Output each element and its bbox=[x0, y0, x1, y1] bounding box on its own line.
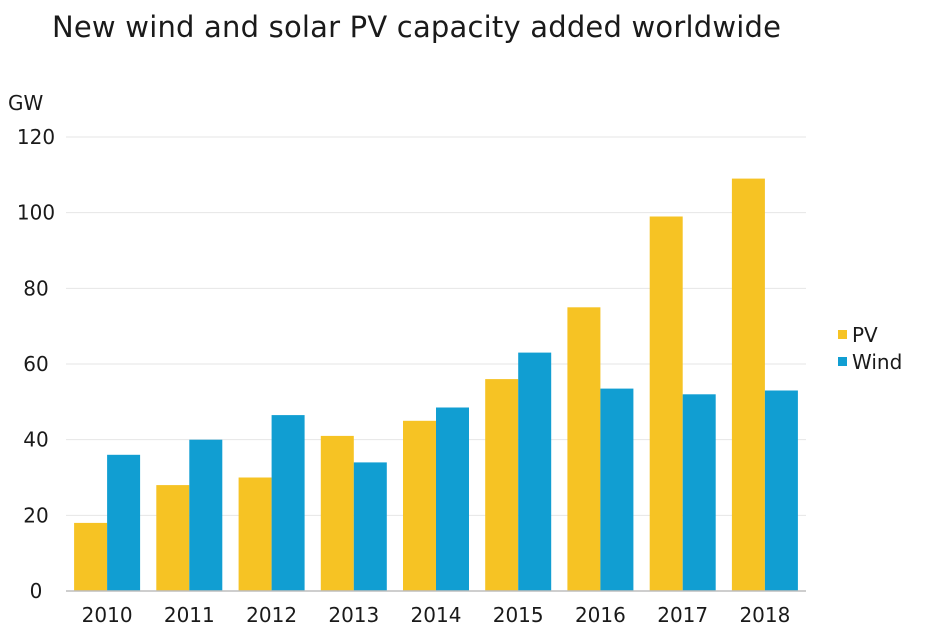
bar-wind-2011 bbox=[189, 439, 223, 591]
bar-pv-2014 bbox=[403, 420, 436, 592]
x-tick-label: 2017 bbox=[657, 603, 708, 626]
bar-wind-2010 bbox=[107, 454, 141, 591]
bar-wind-2012 bbox=[271, 415, 305, 591]
bar-wind-2013 bbox=[353, 462, 387, 591]
y-axis-ticks: 0 20 40 60 80 100 120 bbox=[17, 125, 55, 603]
y-tick-label: 60 bbox=[23, 352, 48, 376]
x-axis-ticks: 2010 2011 2012 2013 2014 2015 2016 2017 2018 bbox=[82, 603, 791, 626]
bar-pv-2010 bbox=[74, 522, 108, 591]
legend-swatch-wind bbox=[838, 357, 847, 366]
legend-label-pv: PV bbox=[852, 323, 878, 347]
x-tick-label: 2012 bbox=[246, 603, 297, 626]
legend-swatch-pv bbox=[838, 330, 847, 339]
bar-pv-2013 bbox=[320, 435, 354, 591]
x-tick-label: 2011 bbox=[164, 603, 215, 626]
x-tick-label: 2015 bbox=[493, 603, 544, 626]
bar-wind-2015 bbox=[518, 352, 552, 591]
bar-pv-2017 bbox=[649, 216, 683, 591]
bar-wind-2017 bbox=[682, 394, 716, 591]
bar-pv-2012 bbox=[238, 477, 272, 591]
bar-pv-2011 bbox=[156, 485, 190, 591]
y-axis-unit-label: GW bbox=[8, 91, 43, 115]
bar-pv-2016 bbox=[567, 307, 601, 592]
y-tick-label: 120 bbox=[17, 125, 55, 149]
legend-label-wind: Wind bbox=[852, 350, 902, 374]
bar-wind-2016 bbox=[600, 388, 634, 591]
x-tick-label: 2014 bbox=[411, 603, 462, 626]
bar-pv-2015 bbox=[485, 379, 519, 591]
bars bbox=[74, 178, 798, 592]
y-tick-label: 20 bbox=[23, 503, 48, 527]
x-tick-label: 2010 bbox=[82, 603, 133, 626]
bar-wind-2018 bbox=[764, 390, 798, 591]
x-tick-label: 2018 bbox=[739, 603, 790, 626]
y-tick-label: 0 bbox=[30, 579, 43, 603]
y-tick-label: 100 bbox=[17, 201, 55, 225]
x-tick-label: 2013 bbox=[328, 603, 379, 626]
legend: PV Wind bbox=[838, 323, 902, 374]
x-tick-label: 2016 bbox=[575, 603, 626, 626]
y-tick-label: 40 bbox=[23, 428, 48, 452]
bar-pv-2018 bbox=[731, 178, 765, 591]
chart-title: New wind and solar PV capacity added wor… bbox=[52, 10, 782, 44]
bar-wind-2014 bbox=[436, 407, 469, 591]
y-tick-label: 80 bbox=[23, 276, 48, 300]
